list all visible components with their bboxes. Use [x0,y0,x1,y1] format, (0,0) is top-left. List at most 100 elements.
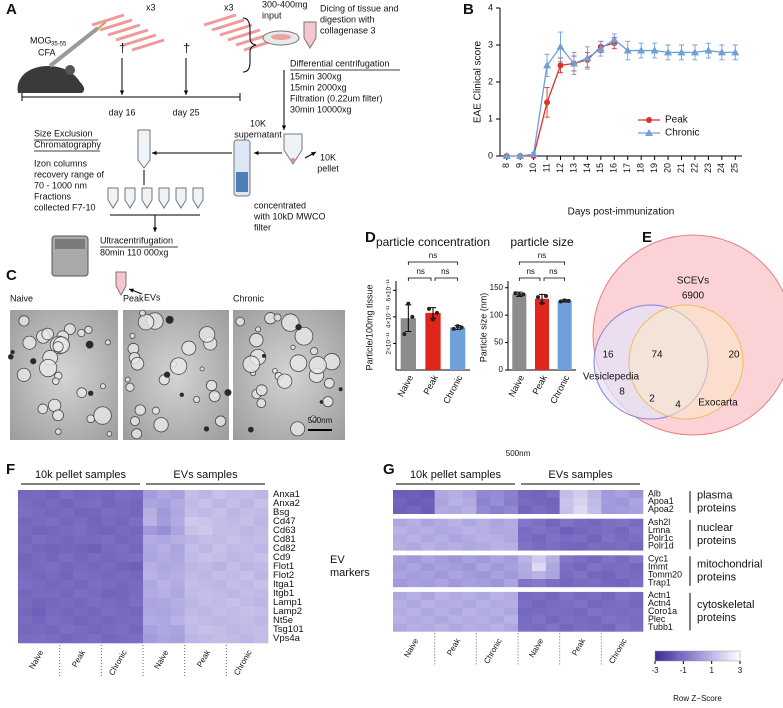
heatmap-cell [226,535,241,545]
heatmap-cell [448,490,463,499]
heatmap-cell [87,634,102,644]
heatmap-cell [170,616,185,626]
shape [91,13,125,27]
heatmap-cell [587,607,602,616]
block-label: proteins [697,502,737,514]
heatmap-cell [212,544,227,554]
marker [502,152,511,159]
heatmap-cell [254,634,269,644]
heatmap-cell [184,598,199,608]
digestion-label: digestion with [320,14,375,24]
heatmap-cell [170,526,185,536]
heatmap-cell [531,555,547,564]
data-point [455,324,460,329]
heatmap-cell [184,580,199,590]
heatmap-cell [18,526,33,536]
heatmap-cell [531,623,547,632]
heatmap-cell [18,589,33,599]
heatmap-cell [601,563,616,572]
step-detail: 70 - 1000 nm [34,180,87,190]
vesicle [22,335,37,350]
heatmap-cell [115,526,130,536]
heatmap-cell [490,599,505,608]
venn-label: 74 [651,350,663,361]
row-label: Itga1 [273,579,294,590]
heatmap-cell [420,555,435,564]
heatmap-cell [406,518,422,527]
debris [165,315,174,324]
heatmap-cell [45,508,60,518]
vesicle [249,332,264,348]
heatmap-cell [476,542,491,551]
heatmap-cell [420,534,435,543]
heatmap-cell [156,625,172,635]
heatmap-cell [573,591,588,601]
tube-icon [141,187,153,209]
heatmap-cell [448,599,463,608]
heatmap-cell [434,490,449,499]
heatmap-cell [545,579,560,588]
y-tick-label: 4×10⁻¹¹ [386,305,393,328]
heatmap-cell [45,607,60,617]
heatmap-cell [184,589,199,599]
heatmap-cell [212,598,227,608]
heatmap-cell [490,623,505,632]
heatmap-cell [504,579,519,588]
heatmap-cell [73,634,88,644]
heatmap-cell [18,544,33,554]
heatmap-cell [629,490,644,499]
heatmap-cell [198,616,213,626]
heatmap-cell [490,490,505,499]
heatmap-cell [490,505,505,514]
vesicle [308,356,327,375]
heatmap-cell [212,526,227,536]
vesicle [255,384,268,397]
y-tick-label: 0 [499,365,504,374]
heatmap-cell [240,526,255,536]
heatmap-cell [184,616,199,626]
vesicle [55,428,62,435]
x-tick-label: Chronic [441,373,465,406]
heatmap-cell [518,623,533,632]
pellet-icon [290,158,296,162]
heatmap-cell [434,505,449,514]
heatmap-cell [545,518,560,527]
legend-marker [645,129,653,136]
heatmap-cell [18,598,33,608]
heatmap-cell [240,544,255,554]
heatmap-cell [531,579,547,588]
heatmap-cell [87,580,102,590]
heatmap-cell [448,555,463,564]
heatmap-cell [518,526,533,535]
tissue [271,34,291,40]
heatmap-cell [143,571,158,581]
y-tick-label: 4 [488,2,493,12]
y-tick-label: 50 [494,338,503,347]
heatmap-cell [143,499,158,509]
heatmap-cell [170,598,185,608]
heatmap-cell [393,526,408,535]
venn-label: SCEVs [677,276,709,287]
y-axis-title: Particle size (nm) [478,293,488,363]
heatmap-cell [226,517,241,527]
heatmap-cell [73,553,88,563]
heatmap-cell [184,499,199,509]
panel-letter: C [6,267,17,284]
heatmap-cell [226,607,241,617]
significance-label: ns [416,267,424,276]
heatmap-cell [518,591,533,601]
heatmap-cell [393,505,408,514]
mouse-ear [65,65,75,75]
x-tick-label: Peak [421,373,440,396]
heatmap-cell [448,607,463,616]
heatmap-cell [587,490,602,499]
heatmap-cell [156,634,172,644]
heatmap-cell [573,599,588,608]
vesicle [18,315,30,327]
heatmap-cell [601,526,616,535]
heatmap-cell [170,508,185,518]
heatmap-cell [18,499,33,509]
x-tick-label: Naive [507,373,527,398]
heatmap-cell [601,555,616,564]
